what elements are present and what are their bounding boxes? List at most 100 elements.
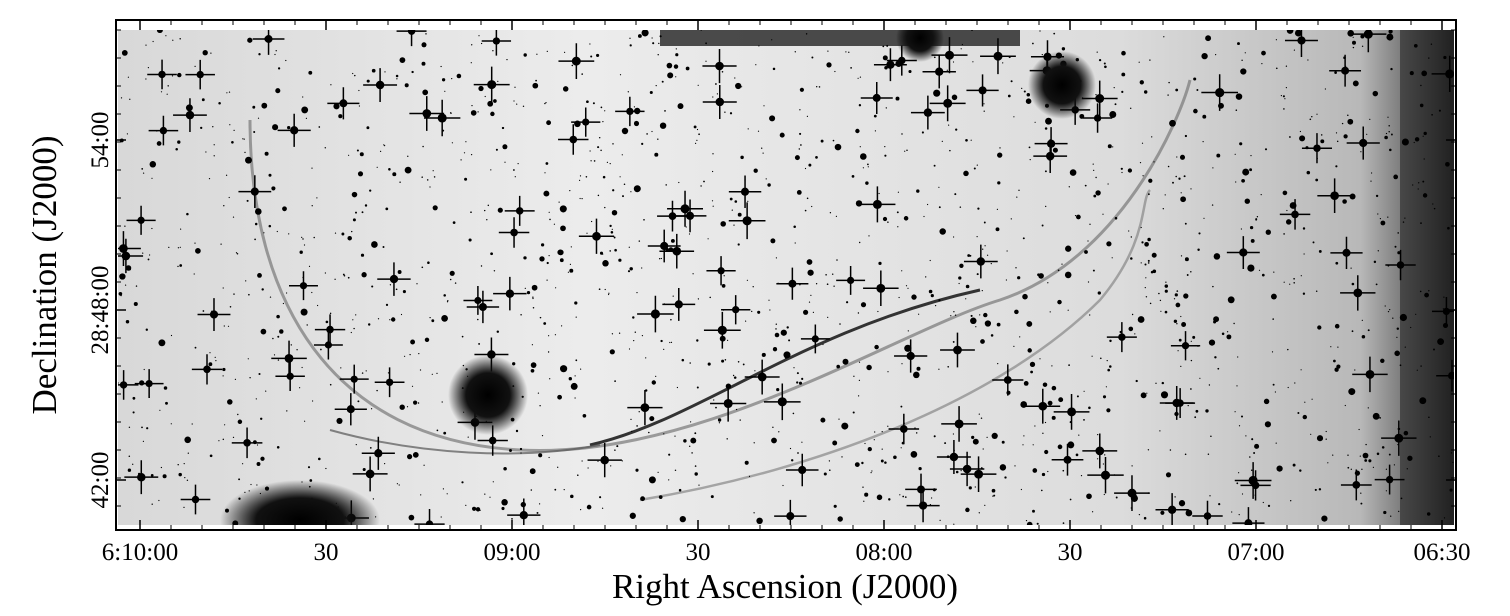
star — [403, 355, 406, 357]
star — [1384, 135, 1388, 140]
star — [659, 122, 667, 129]
star — [1330, 346, 1332, 348]
star — [384, 463, 386, 465]
star — [1352, 36, 1354, 38]
nebula-filament — [329, 429, 601, 455]
star-spike — [289, 271, 318, 301]
star — [541, 435, 544, 437]
star — [1175, 302, 1181, 308]
star — [732, 374, 735, 377]
star — [729, 197, 733, 201]
star — [1315, 290, 1318, 292]
star — [1213, 253, 1221, 260]
star — [426, 179, 429, 181]
star-spike — [277, 113, 311, 147]
star — [480, 265, 483, 267]
star — [1253, 452, 1256, 454]
sky-background — [118, 30, 1454, 525]
star — [1158, 292, 1160, 295]
star — [1393, 174, 1399, 180]
star — [1092, 269, 1095, 272]
star — [456, 73, 462, 79]
star — [667, 72, 674, 79]
star — [604, 110, 606, 112]
star — [530, 489, 533, 491]
star — [1014, 309, 1019, 315]
star — [694, 472, 698, 476]
star — [478, 35, 480, 37]
star — [590, 160, 592, 162]
star — [669, 247, 671, 249]
star-spike — [744, 359, 780, 395]
star — [867, 163, 869, 166]
star — [433, 176, 436, 178]
star — [1190, 340, 1192, 342]
y-axis-title: Declination (J2000) — [25, 136, 64, 415]
star — [194, 65, 196, 68]
star — [683, 439, 687, 443]
star — [711, 170, 714, 173]
star — [1249, 168, 1253, 172]
star — [678, 488, 682, 492]
star — [1186, 274, 1189, 276]
star — [637, 34, 642, 38]
star — [371, 285, 374, 288]
star — [747, 128, 749, 130]
star — [761, 352, 766, 357]
star — [1235, 109, 1238, 111]
star-spike — [1317, 178, 1352, 214]
star — [145, 78, 147, 80]
star — [1294, 382, 1296, 384]
star — [888, 498, 891, 501]
star — [490, 252, 493, 256]
star — [1181, 322, 1187, 327]
star — [385, 303, 389, 307]
star — [350, 331, 352, 334]
star — [429, 316, 431, 319]
star — [387, 372, 390, 374]
star — [526, 290, 531, 295]
star — [395, 288, 398, 291]
star — [1449, 488, 1453, 492]
star — [674, 469, 677, 472]
star — [143, 368, 145, 371]
star — [1335, 132, 1338, 134]
star — [689, 362, 691, 364]
star — [641, 335, 644, 337]
star-spike — [463, 286, 493, 315]
star — [228, 196, 230, 199]
star — [859, 76, 862, 78]
star — [416, 283, 418, 285]
star — [1095, 176, 1097, 179]
star — [641, 30, 649, 37]
star — [265, 390, 267, 392]
star — [1360, 34, 1365, 39]
star — [651, 130, 653, 133]
star — [312, 400, 314, 402]
star — [1404, 217, 1406, 219]
star — [186, 212, 189, 216]
star-spike — [1279, 199, 1311, 230]
star — [1371, 172, 1373, 174]
star — [208, 362, 213, 367]
star-spike — [1082, 103, 1113, 133]
star — [1234, 153, 1236, 155]
star — [1080, 474, 1083, 477]
star — [693, 125, 697, 129]
star — [972, 61, 974, 63]
star — [1375, 194, 1379, 198]
star — [560, 225, 566, 232]
star — [696, 339, 699, 342]
star — [774, 332, 780, 338]
star — [356, 149, 359, 152]
star — [156, 30, 163, 34]
star — [1404, 346, 1406, 348]
star — [993, 494, 996, 497]
star — [151, 503, 153, 505]
star — [168, 246, 170, 249]
star — [175, 148, 178, 151]
star — [149, 254, 151, 256]
star — [1270, 293, 1277, 300]
star — [715, 83, 717, 85]
star — [511, 518, 513, 520]
